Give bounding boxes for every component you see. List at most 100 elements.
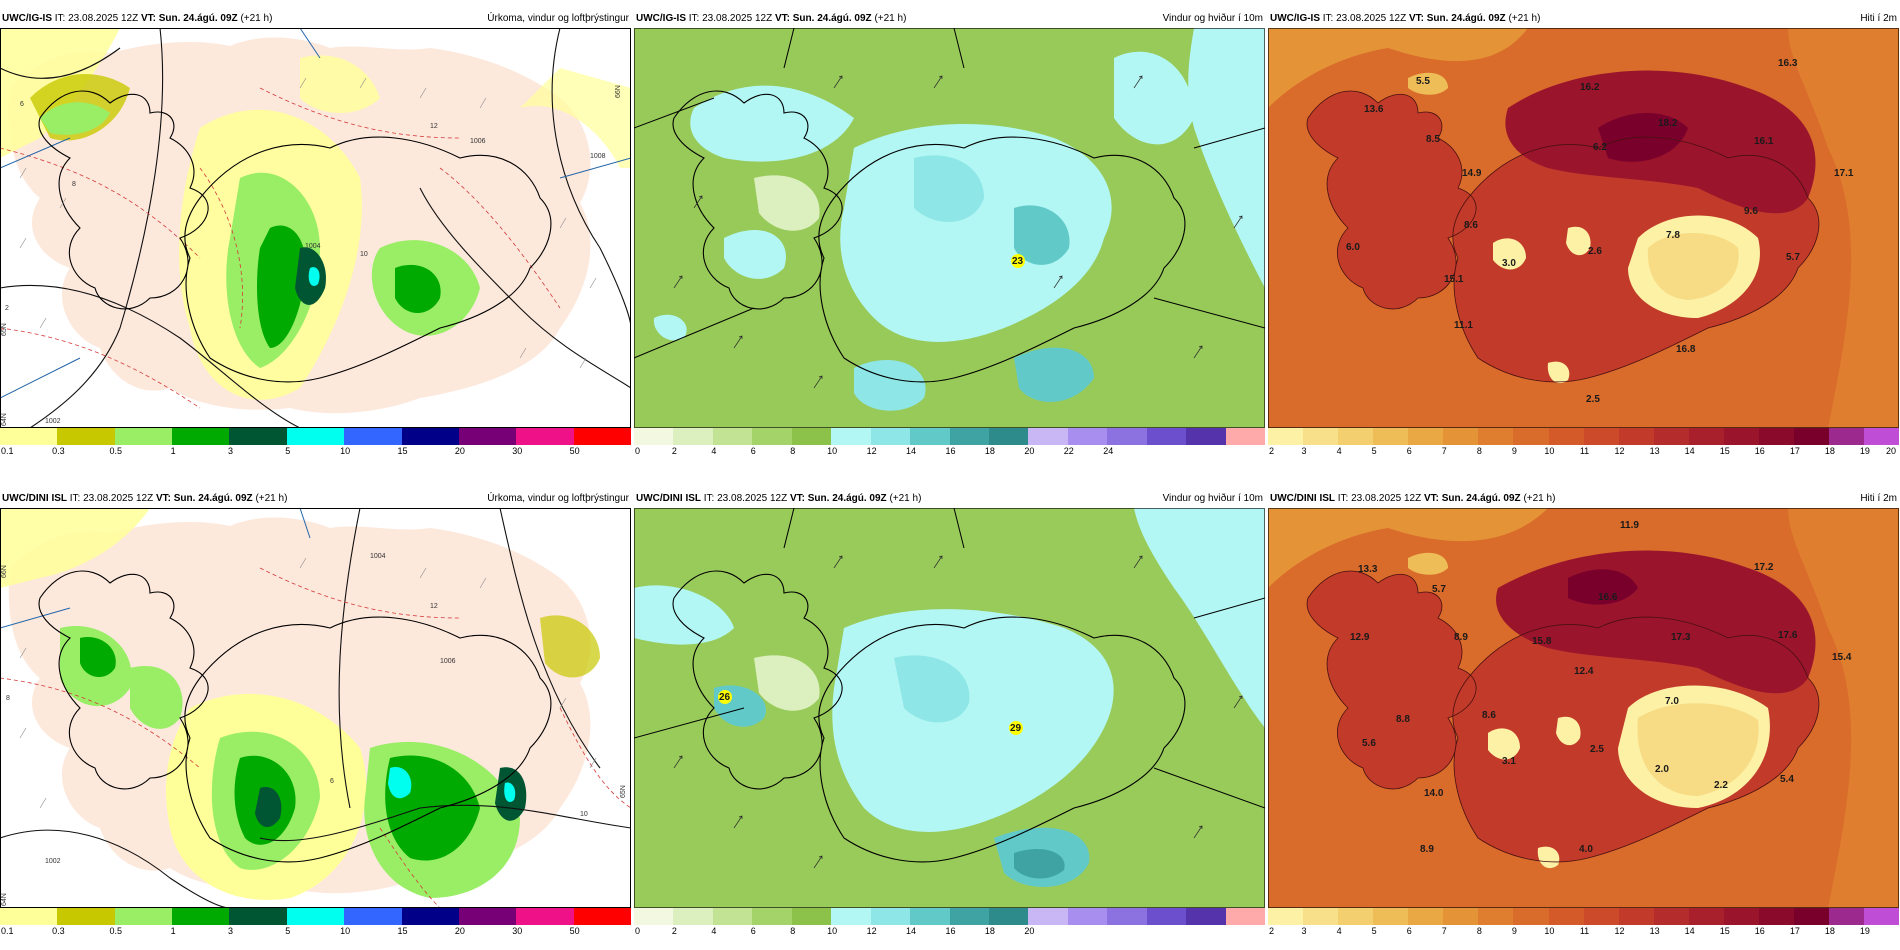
lead-time: (+21 h) xyxy=(1508,13,1541,24)
colorbar-swatch xyxy=(172,428,230,445)
colorbar-swatch xyxy=(752,428,792,445)
colorbar-swatch xyxy=(712,908,753,925)
panel-header: UWC/DINI ISL IT: 23.08.2025 12Z VT: Sun.… xyxy=(634,490,1265,508)
temperature-value: 12.9 xyxy=(1350,632,1370,643)
temperature-value: 11.9 xyxy=(1620,520,1639,531)
colorbar-tick: 1 xyxy=(170,926,176,936)
temp-contour-label: 12 xyxy=(430,603,438,610)
temperature-value: 17.3 xyxy=(1671,632,1691,643)
colorbar-swatch xyxy=(831,428,871,445)
colorbar-tick: 10 xyxy=(340,926,351,936)
colorbar-swatch xyxy=(752,908,792,925)
colorbar-swatch xyxy=(401,428,459,445)
colorbar-tick: 3 xyxy=(227,446,233,456)
colorbar-tick: 14 xyxy=(906,446,917,456)
temperature-value: 6.2 xyxy=(1593,142,1607,153)
model-name: UWC/DINI ISL xyxy=(636,493,701,504)
colorbar-swatch xyxy=(1513,908,1549,925)
it-label: IT: xyxy=(54,13,66,24)
colorbar-swatch xyxy=(1107,908,1147,925)
temp-contour-label: 12 xyxy=(430,123,438,130)
temperature-value: 12.4 xyxy=(1574,666,1594,677)
colorbar-tick: 7 xyxy=(1441,446,1447,456)
colorbar-ticks: 0.1 0.3 0.5 1 3 5 10 15 20 30 50 xyxy=(0,925,631,937)
lead-time: (+21 h) xyxy=(255,493,288,504)
colorbar-swatch xyxy=(1478,908,1514,925)
it-time: 23.08.2025 12Z xyxy=(1351,493,1422,504)
colorbar-tick: 0.3 xyxy=(52,926,65,936)
colorbar-tick: 3 xyxy=(1301,446,1307,456)
temperature-value: 17.1 xyxy=(1834,168,1854,179)
product-title: Vindur og hviður í 10m xyxy=(1162,13,1263,24)
colorbar-swatch xyxy=(1268,428,1304,445)
colorbar-swatch xyxy=(1408,908,1444,925)
colorbar-tick: 0.5 xyxy=(109,446,122,456)
lat-label: 66N xyxy=(615,85,622,98)
colorbar-tick: 12 xyxy=(866,446,877,456)
temperature-value: 2.5 xyxy=(1590,744,1604,755)
colorbar-tick: 3 xyxy=(227,926,233,936)
temperature-value: 8.9 xyxy=(1420,844,1434,855)
temperature-value: 8.6 xyxy=(1482,710,1496,721)
colorbar-ticks: 2 3 4 5 6 7 8 9 10 11 12 13 14 15 16 17 18 19 xyxy=(1268,925,1899,937)
colorbar-tick: 4 xyxy=(1336,926,1342,936)
temperature-value: 5.7 xyxy=(1432,584,1446,595)
colorbar-swatch xyxy=(634,908,674,925)
it-label: IT: xyxy=(1337,493,1349,504)
colorbar-swatch xyxy=(1338,908,1374,925)
colorbar-swatch xyxy=(1548,428,1584,445)
colorbar-swatch xyxy=(1028,908,1068,925)
colorbar-swatch xyxy=(1653,428,1689,445)
temperature-value: 14.9 xyxy=(1462,168,1482,179)
product-title: Vindur og hviður í 10m xyxy=(1162,493,1263,504)
colorbar-swatch xyxy=(673,428,713,445)
colorbar-tick: 18 xyxy=(1824,926,1835,936)
colorbar-swatch xyxy=(1618,428,1654,445)
gust-max-label: 29 xyxy=(1010,723,1022,734)
colorbar-swatch xyxy=(1864,908,1900,925)
panel-precip-ig: UWC/IG-IS IT: 23.08.2025 12Z VT: Sun. 24… xyxy=(0,10,631,463)
colorbar-swatch xyxy=(229,428,287,445)
colorbar-swatch xyxy=(1225,908,1265,925)
colorbar-swatch xyxy=(114,428,173,445)
colorbar-tick: 8 xyxy=(1476,446,1482,456)
it-label: IT: xyxy=(69,493,81,504)
isobar-label: 1008 xyxy=(590,153,606,160)
colorbar-tick: 22 xyxy=(1063,446,1074,456)
isobar-label: 1004 xyxy=(305,243,321,250)
temperature-value: 16.2 xyxy=(1580,82,1600,93)
temperature-value: 3.0 xyxy=(1502,258,1516,269)
colorbar-swatch xyxy=(1723,908,1759,925)
it-time: 23.08.2025 12Z xyxy=(717,493,788,504)
colorbar-swatch xyxy=(1303,428,1339,445)
temperature-value: 15.8 xyxy=(1532,636,1552,647)
panel-header: UWC/IG-IS IT: 23.08.2025 12Z VT: Sun. 24… xyxy=(1268,10,1899,28)
lat-label: 66N xyxy=(1,565,8,578)
temperature-value: 5.6 xyxy=(1362,738,1376,749)
colorbar-swatch xyxy=(1793,428,1829,445)
colorbar-tick: 6 xyxy=(1406,926,1412,936)
colorbar-tick: 19 xyxy=(1859,446,1870,456)
colorbar-tick: 9 xyxy=(1511,926,1517,936)
vt-label: VT: xyxy=(155,493,171,504)
colorbar-swatch xyxy=(458,908,517,925)
colorbar-swatch xyxy=(1268,908,1304,925)
model-name: UWC/IG-IS xyxy=(2,13,52,24)
colorbar-tick: 10 xyxy=(827,446,838,456)
vt-time: Sun. 24.ágú. 09Z xyxy=(173,493,253,504)
temperature-value: 8.8 xyxy=(1396,714,1410,725)
colorbar-swatch xyxy=(1723,428,1759,445)
model-name: UWC/DINI ISL xyxy=(1270,493,1335,504)
panel-precip-dini: UWC/DINI ISL IT: 23.08.2025 12Z VT: Sun.… xyxy=(0,490,631,943)
temp-contour-label: 6 xyxy=(330,778,334,785)
it-label: IT: xyxy=(1322,13,1334,24)
isobar-label: 1002 xyxy=(45,418,61,425)
colorbar-tick: 13 xyxy=(1649,446,1660,456)
colorbar-swatch xyxy=(1829,428,1865,445)
temperature-value: 16.8 xyxy=(1676,344,1696,355)
colorbar-tick: 11 xyxy=(1579,926,1590,936)
colorbar-swatch xyxy=(791,908,832,925)
colorbar-tick: 18 xyxy=(984,926,995,936)
it-label: IT: xyxy=(703,493,715,504)
colorbar-tick: 16 xyxy=(1754,926,1765,936)
